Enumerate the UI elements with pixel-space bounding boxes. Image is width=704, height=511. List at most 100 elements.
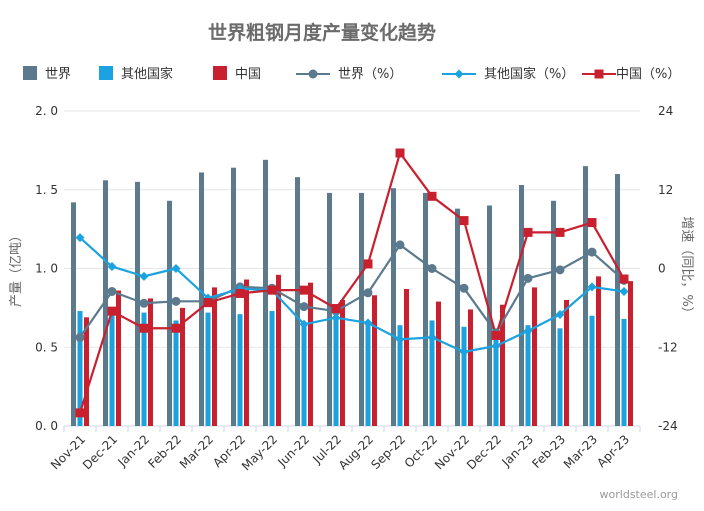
bar-china bbox=[180, 307, 185, 426]
point-world bbox=[459, 283, 469, 293]
legend-swatch-world-bar bbox=[23, 66, 37, 80]
point-others bbox=[459, 347, 469, 357]
bar-china bbox=[500, 304, 505, 426]
line-china bbox=[78, 150, 625, 414]
legend-item-china-bar[interactable]: 中国 bbox=[213, 66, 261, 82]
bar-china bbox=[564, 300, 569, 426]
y-right-tick-label: 12 bbox=[658, 183, 673, 197]
bar-series bbox=[71, 159, 633, 426]
point-world bbox=[363, 288, 373, 298]
legend-swatch-others-bar bbox=[99, 66, 113, 80]
line-others bbox=[79, 236, 625, 353]
point-world bbox=[427, 264, 437, 273]
x-tick-label: Jan-22 bbox=[115, 432, 153, 470]
point-china bbox=[203, 298, 213, 308]
x-tick-label: Jun-22 bbox=[274, 432, 312, 470]
y-axis-right-title: 增速（同比，%） bbox=[679, 216, 694, 319]
bar-others bbox=[141, 312, 147, 426]
legend-marker-china bbox=[594, 69, 604, 79]
point-others bbox=[587, 282, 597, 292]
bar-china bbox=[436, 301, 441, 426]
point-world bbox=[139, 298, 149, 308]
point-others bbox=[139, 271, 149, 281]
bar-others bbox=[557, 328, 563, 426]
legend-label-world-bar: 世界 bbox=[45, 67, 71, 82]
y-right-tick-label: 0 bbox=[658, 262, 666, 276]
legend-label-china-line: 中国（%） bbox=[616, 67, 680, 82]
bar-world bbox=[263, 159, 268, 426]
bar-world bbox=[135, 181, 140, 426]
bar-world bbox=[519, 185, 524, 426]
y-left-tick-label: 0. 5 bbox=[35, 340, 58, 354]
point-others bbox=[331, 313, 341, 323]
bar-others bbox=[173, 320, 179, 426]
point-china bbox=[363, 259, 373, 269]
point-others bbox=[75, 233, 85, 243]
x-tick-label: Feb-23 bbox=[529, 432, 568, 471]
point-china bbox=[299, 285, 309, 295]
point-others bbox=[555, 309, 565, 319]
x-tick-label: Mar-23 bbox=[561, 432, 600, 471]
point-china bbox=[395, 148, 405, 158]
point-china bbox=[75, 408, 85, 418]
point-world bbox=[523, 273, 533, 283]
bar-china bbox=[596, 276, 601, 426]
legend-item-china-line[interactable]: 中国（%） bbox=[582, 67, 680, 82]
point-others bbox=[619, 286, 629, 296]
bar-world bbox=[455, 208, 460, 426]
point-world bbox=[395, 240, 405, 250]
legend-marker-others bbox=[454, 69, 464, 79]
right-axis: 24 12 0 -12 -24 bbox=[658, 104, 678, 433]
y-left-tick-label: 0. 0 bbox=[35, 419, 58, 433]
point-china bbox=[619, 274, 629, 284]
legend-label-others-bar: 其他国家 bbox=[121, 66, 173, 82]
bar-world bbox=[615, 174, 620, 426]
bar-world bbox=[231, 167, 236, 426]
bar-china bbox=[532, 287, 537, 426]
bar-others bbox=[589, 315, 595, 426]
point-others bbox=[427, 332, 437, 342]
x-tick-label: Dec-22 bbox=[464, 432, 504, 472]
bar-others bbox=[397, 325, 403, 426]
bar-world bbox=[551, 200, 556, 426]
point-others bbox=[523, 326, 533, 336]
bar-world bbox=[391, 188, 396, 426]
legend-item-world-line[interactable]: 世界（%） bbox=[296, 67, 402, 82]
y-axis-left-title: 产量（亿吨） bbox=[9, 229, 24, 307]
bar-china bbox=[628, 281, 633, 426]
point-world bbox=[299, 302, 309, 312]
legend-label-world-line: 世界（%） bbox=[338, 67, 402, 82]
legend-item-others-bar[interactable]: 其他国家 bbox=[99, 66, 173, 82]
point-world bbox=[171, 296, 181, 306]
x-tick-label: Nov-22 bbox=[432, 432, 472, 472]
bar-others bbox=[205, 312, 211, 426]
point-china bbox=[171, 323, 181, 333]
point-world bbox=[587, 247, 597, 257]
point-china bbox=[331, 304, 341, 314]
point-others bbox=[107, 262, 117, 272]
y-left-tick-label: 1. 5 bbox=[35, 183, 58, 197]
x-axis: Nov-21Dec-21Jan-22Feb-22Mar-22Apr-22May-… bbox=[48, 426, 641, 473]
bar-china bbox=[404, 288, 409, 426]
y-left-tick-label: 2. 0 bbox=[35, 104, 58, 118]
point-china bbox=[107, 306, 117, 316]
bar-others bbox=[109, 312, 115, 426]
line-world bbox=[79, 243, 625, 339]
point-others bbox=[491, 341, 501, 351]
bar-china bbox=[340, 300, 345, 426]
x-tick-label: Sep-22 bbox=[368, 432, 408, 472]
bar-world bbox=[359, 192, 364, 426]
bar-china bbox=[372, 295, 377, 426]
gridlines bbox=[64, 110, 640, 348]
line-series bbox=[75, 148, 629, 418]
bar-others bbox=[461, 326, 467, 426]
point-china bbox=[555, 227, 565, 237]
point-china bbox=[139, 323, 149, 333]
bar-china bbox=[148, 298, 153, 426]
point-world bbox=[555, 265, 565, 275]
bar-others bbox=[493, 328, 499, 426]
legend-item-world-bar[interactable]: 世界 bbox=[23, 66, 71, 82]
legend-item-others-line[interactable]: 其他国家（%） bbox=[442, 66, 574, 82]
bar-world bbox=[71, 202, 76, 426]
bar-china bbox=[84, 317, 89, 426]
